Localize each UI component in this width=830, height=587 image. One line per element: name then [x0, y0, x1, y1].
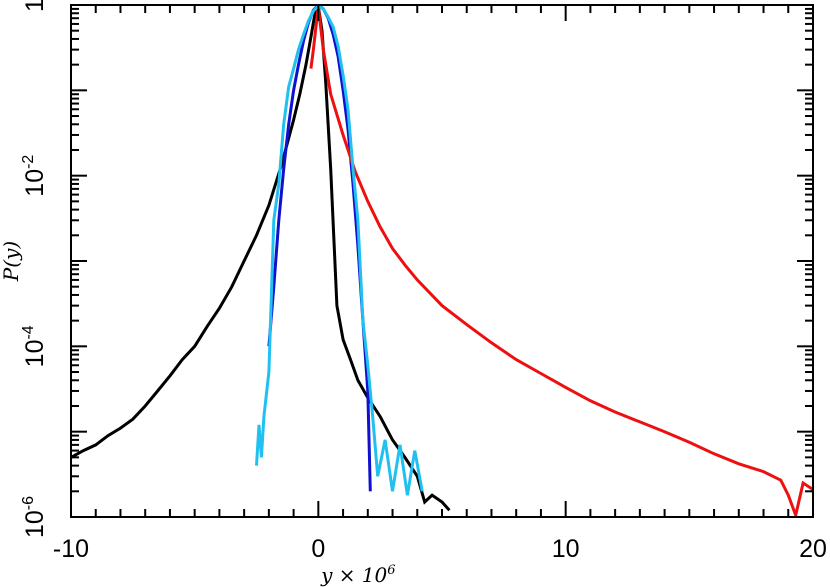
- y-tick-label: 10-4: [20, 325, 49, 367]
- y-tick-label: 10-2: [20, 155, 49, 197]
- svg-text:1: 1: [21, 0, 49, 12]
- series-line-0: [71, 5, 451, 512]
- y-tick-label-base: 10: [21, 340, 49, 368]
- svg-text:10-4: 10-4: [20, 325, 49, 367]
- series-line-2: [309, 6, 813, 517]
- x-tick-label: 0: [311, 535, 325, 563]
- series-line-3: [255, 5, 424, 496]
- axis-ticks: [70, 4, 814, 518]
- plot-frame: [70, 4, 814, 518]
- x-tick-label: 20: [799, 535, 827, 563]
- y-tick-label: 10-6: [20, 496, 49, 538]
- x-axis-label-exponent: 6: [387, 563, 395, 578]
- plot-lines: [71, 5, 813, 517]
- y-tick-label-exponent: -4: [20, 325, 37, 339]
- y-tick-label-base: 10: [21, 510, 49, 538]
- svg-text:10-6: 10-6: [20, 496, 49, 538]
- x-axis-label-text: y × 10: [320, 563, 387, 587]
- svg-text:10-2: 10-2: [20, 155, 49, 197]
- y-tick-label-base: 1: [21, 0, 49, 12]
- x-axis-label: y × 106: [320, 563, 396, 587]
- y-axis-label: P(y): [0, 241, 23, 282]
- y-tick-label-exponent: -2: [20, 155, 37, 169]
- x-tick-label: -10: [53, 535, 89, 563]
- x-tick-label: 10: [552, 535, 580, 563]
- series-line-1: [267, 5, 372, 492]
- y-tick-label-base: 10: [21, 169, 49, 197]
- y-tick-label-exponent: -6: [20, 496, 37, 510]
- y-tick-label: 1: [21, 0, 49, 12]
